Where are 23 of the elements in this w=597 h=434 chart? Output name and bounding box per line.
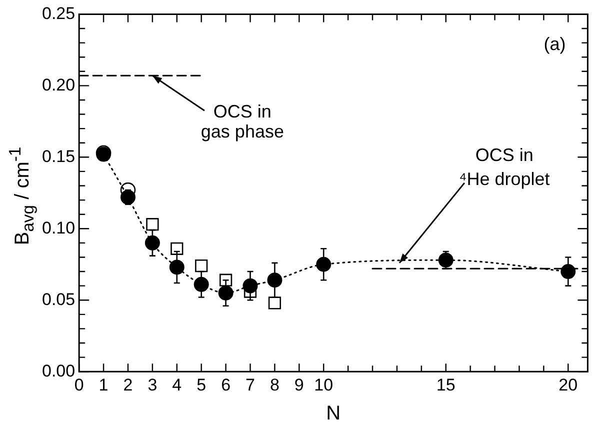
x-tick-label: 20	[558, 375, 578, 394]
x-axis-title: N	[326, 402, 341, 425]
y-tick-label: 0.20	[42, 75, 76, 94]
x-tick-label: 4	[172, 375, 182, 394]
annotation: OCS in gas phase	[200, 102, 284, 142]
x-tick-label: 9	[294, 375, 304, 394]
x-tick-label: 0	[74, 375, 84, 394]
x-tick-label: 6	[221, 375, 231, 394]
annotation: OCS in ⁴He droplet	[459, 144, 550, 189]
x-tick-label: 5	[196, 375, 206, 394]
x-tick-label: 1	[98, 375, 108, 394]
x-tick-label: 3	[148, 375, 158, 394]
x-tick-label: 10	[314, 375, 334, 394]
annotation: (a)	[544, 34, 566, 54]
y-tick-label: 0.25	[42, 4, 76, 23]
y-tick-label: 0.00	[42, 361, 76, 380]
x-tick-label: 15	[436, 375, 456, 394]
x-tick-label: 2	[123, 375, 133, 394]
x-tick-label: 8	[270, 375, 280, 394]
y-tick-label: 0.10	[42, 218, 76, 238]
y-tick-label: 0.15	[42, 146, 76, 166]
x-tick-label: 7	[246, 375, 255, 394]
y-tick-label: 0.05	[42, 290, 76, 309]
